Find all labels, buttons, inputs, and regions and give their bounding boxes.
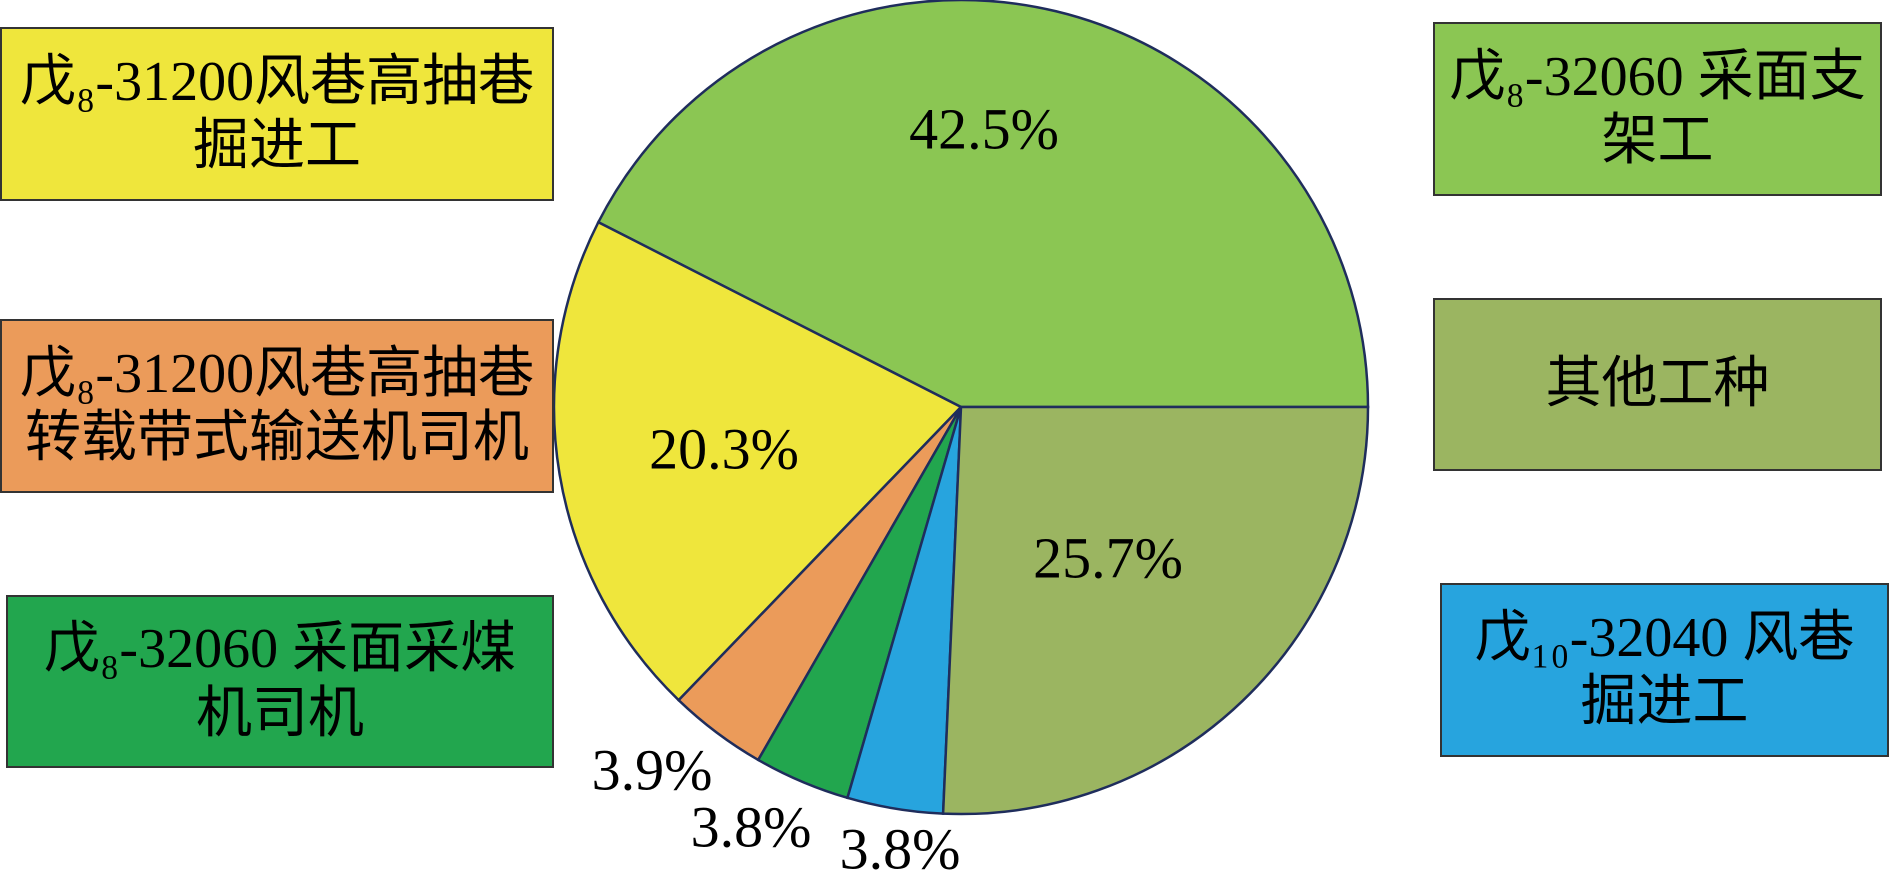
data-label: 3.9% [592,737,713,802]
legend-entry: 戊₁₀-32040 风巷掘进工 [1440,583,1889,757]
data-label: 25.7% [1033,525,1183,590]
legend-entry: 戊₈-32060 采面采煤机司机 [6,595,554,768]
data-label: 3.8% [691,794,812,859]
pie-slice [941,405,1370,816]
legend-entry: 戊₈-32060 采面支架工 [1433,22,1882,196]
data-label: 3.8% [840,816,961,881]
pie-slice [596,0,1370,409]
legend-entry: 其他工种 [1433,298,1882,471]
pie-slice [552,220,964,702]
data-label: 20.3% [649,416,799,481]
data-label: 42.5% [909,96,1059,161]
legend-entry: 戊₈-31200风巷高抽巷掘进工 [0,27,554,201]
legend-entry: 戊₈-31200风巷高抽巷转载带式输送机司机 [0,319,554,493]
